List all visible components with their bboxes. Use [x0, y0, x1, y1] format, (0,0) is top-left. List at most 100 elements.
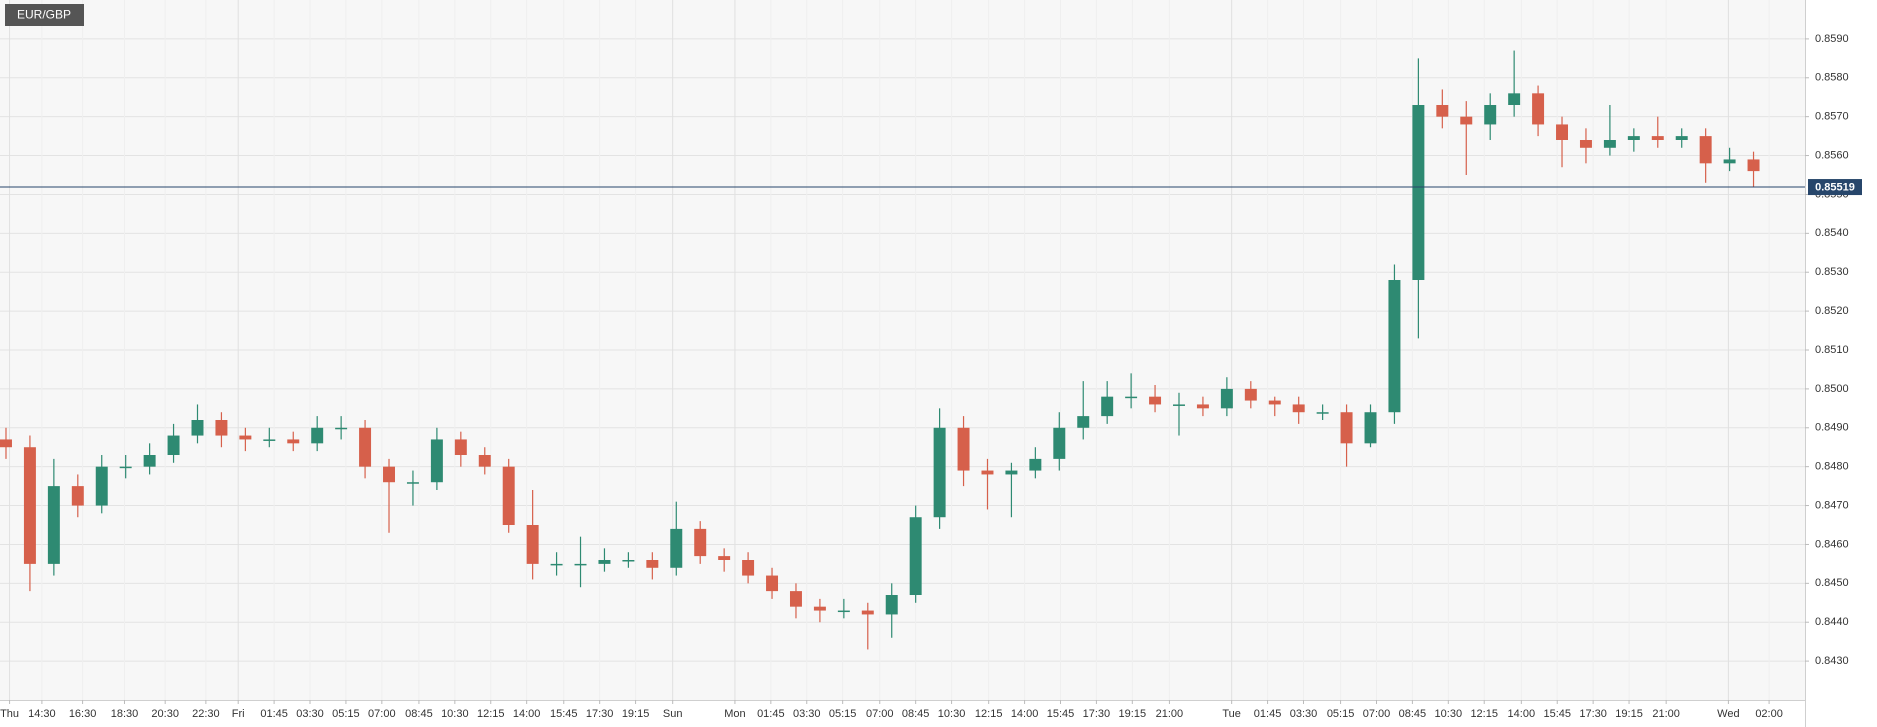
x-tick-label: 14:00: [1011, 708, 1039, 720]
x-tick-label: Tue: [1222, 708, 1241, 720]
candle-body: [287, 439, 300, 444]
x-tick-label: 14:00: [513, 708, 541, 720]
candle-body: [1173, 404, 1185, 406]
candle-body: [574, 563, 587, 566]
x-tick-label: 05:15: [1327, 708, 1355, 720]
candle-body: [622, 560, 635, 562]
candle-body: [406, 482, 419, 484]
candle-body: [1412, 105, 1425, 280]
candle-body: [1149, 396, 1162, 405]
candle-body: [1508, 93, 1521, 105]
x-tick-label: 10:30: [441, 708, 469, 720]
x-tick-label: Sun: [663, 708, 683, 720]
x-tick-label: 19:15: [1615, 708, 1643, 720]
candle-body: [1125, 396, 1138, 399]
candle-body: [119, 466, 132, 469]
y-tick-label: 0.8490: [1815, 422, 1849, 434]
candle-body: [502, 466, 515, 525]
x-tick-label: 08:45: [1399, 708, 1427, 720]
candle-body: [526, 525, 539, 564]
x-tick-label: 01:45: [757, 708, 785, 720]
y-tick-label: 0.8580: [1815, 72, 1849, 84]
x-tick-label: 16:30: [69, 708, 97, 720]
chart-title: EUR/GBP: [17, 8, 71, 22]
candle-body: [215, 420, 228, 436]
last-price-label: 0.85519: [1815, 181, 1855, 193]
y-tick-label: 0.8480: [1815, 461, 1849, 473]
candle-body: [1029, 458, 1042, 471]
candle-body: [1364, 412, 1377, 444]
candles: [0, 50, 1805, 650]
x-tick-label: 17:30: [586, 708, 614, 720]
candle-body: [167, 435, 180, 455]
candle-body: [1053, 427, 1066, 459]
x-tick-label: 17:30: [1579, 708, 1607, 720]
last-price-box: [1808, 179, 1862, 196]
x-tick-label: 07:00: [368, 708, 396, 720]
candle-body: [885, 595, 898, 615]
candle-body: [1077, 416, 1090, 428]
candle-body: [646, 560, 659, 568]
candle-body: [311, 427, 324, 444]
candle-body: [1747, 159, 1760, 172]
candle-body: [263, 439, 276, 441]
candle-body: [1532, 93, 1545, 125]
candle-body: [47, 486, 60, 564]
x-tick-label: 19:15: [622, 708, 650, 720]
x-tick-label: 18:30: [111, 708, 139, 720]
x-tick-label: 03:30: [1290, 708, 1318, 720]
y-tick-label: 0.8460: [1815, 538, 1849, 550]
x-tick-label: 12:15: [975, 708, 1003, 720]
x-tick-label: 05:15: [829, 708, 857, 720]
candle-body: [981, 470, 994, 475]
y-tick-label: 0.8510: [1815, 344, 1849, 356]
candle-body: [1340, 412, 1353, 444]
candle-body: [1603, 140, 1616, 148]
candle-body: [191, 420, 204, 436]
x-tick-label: 15:45: [1047, 708, 1075, 720]
candle-body: [742, 560, 755, 576]
candle-body: [1268, 400, 1281, 405]
x-tick-label: 21:00: [1652, 708, 1680, 720]
candle-body: [23, 447, 36, 564]
candle-body: [1675, 136, 1688, 140]
candle-body: [95, 466, 108, 506]
y-tick-label: 0.8430: [1815, 655, 1849, 667]
candle-body: [1556, 124, 1569, 140]
x-tick-label: 12:15: [477, 708, 505, 720]
x-tick-label: 14:00: [1508, 708, 1536, 720]
candle-body: [383, 466, 395, 483]
candle-body: [1579, 140, 1592, 148]
candle-body: [670, 528, 683, 568]
candle-body: [1244, 388, 1257, 401]
candle-body: [766, 575, 779, 592]
x-tick-label: 03:30: [296, 708, 324, 720]
candle-body: [1005, 470, 1018, 475]
x-tick-label: 10:30: [938, 708, 966, 720]
x-tick-label: 01:45: [260, 708, 288, 720]
x-tick-label: 21:00: [1156, 708, 1184, 720]
candle-body: [1316, 412, 1329, 414]
y-tick-label: 0.8560: [1815, 149, 1849, 161]
candle-body: [1723, 159, 1736, 164]
y-tick-label: 0.8590: [1815, 33, 1849, 45]
x-tick-label: 22:30: [192, 708, 220, 720]
x-tick-label: Fri: [232, 708, 245, 720]
candle-body: [933, 427, 946, 518]
x-tick-label: 17:30: [1083, 708, 1111, 720]
candle-body: [694, 528, 707, 557]
x-tick-label: 05:15: [332, 708, 360, 720]
x-tick-label: 08:45: [902, 708, 930, 720]
y-tick-label: 0.8520: [1815, 305, 1849, 317]
x-tick-label: Thu: [0, 708, 19, 720]
y-tick-label: 0.8500: [1815, 383, 1849, 395]
candle-body: [598, 560, 611, 564]
y-tick-label: 0.8440: [1815, 616, 1849, 628]
candle-body: [0, 439, 12, 448]
candle-body: [1101, 396, 1114, 417]
candle-body: [239, 435, 252, 440]
x-tick-label: 15:45: [1543, 708, 1571, 720]
y-tick-label: 0.8530: [1815, 266, 1849, 278]
candle-body: [718, 556, 731, 560]
